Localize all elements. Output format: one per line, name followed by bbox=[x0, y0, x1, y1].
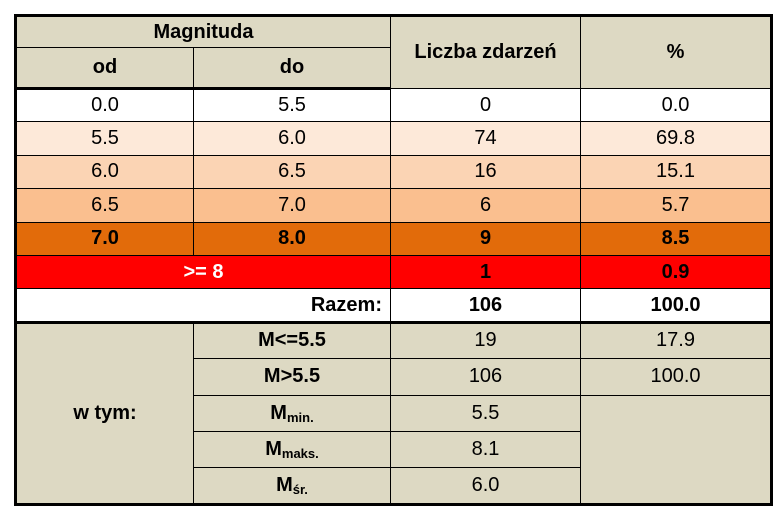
table-row: 6.0 6.5 16 15.1 bbox=[15, 154, 772, 190]
cell-from: 0.0 bbox=[15, 87, 194, 123]
table-row: 6.5 7.0 6 5.7 bbox=[15, 188, 772, 223]
subtotal-row: Mśr. 6.0 bbox=[16, 467, 772, 505]
table-row: 7.0 8.0 9 8.5 bbox=[15, 221, 772, 256]
cell-count: 1 bbox=[390, 254, 581, 290]
total-percent: 100.0 bbox=[580, 288, 772, 324]
cell-percent: 0.9 bbox=[580, 254, 772, 290]
subtotal-row: w tym: M<=5.5 19 17.9 bbox=[15, 321, 772, 506]
total-label: Razem: bbox=[15, 288, 391, 324]
cell-percent: 8.5 bbox=[580, 221, 772, 256]
cell-count: 16 bbox=[390, 154, 581, 190]
cell-from: 6.0 bbox=[15, 154, 194, 190]
table-row: 0.0 5.5 0 0.0 bbox=[15, 87, 772, 123]
cell-to: 6.5 bbox=[193, 154, 391, 190]
cell-to: 7.0 bbox=[193, 188, 391, 223]
header-percent: % bbox=[580, 15, 772, 89]
cell-percent: 0.0 bbox=[580, 87, 772, 123]
magnitude-table: Magnituda Liczba zdarzeń % od do 0.0 5.5… bbox=[14, 14, 773, 506]
mavg-label: Mśr. bbox=[193, 467, 391, 505]
header-from: od bbox=[15, 47, 194, 90]
table-row: 5.5 6.0 74 69.8 bbox=[15, 121, 772, 156]
cell-to: 8.0 bbox=[193, 221, 391, 256]
header-to: do bbox=[193, 47, 391, 90]
subtotal-row: M>5.5 106 100.0 bbox=[16, 358, 772, 396]
cell-count: 74 bbox=[390, 121, 581, 156]
le55-percent: 17.9 bbox=[580, 321, 772, 360]
total-count: 106 bbox=[390, 288, 581, 324]
cell-count: 0 bbox=[390, 87, 581, 123]
of-which-label: w tym: bbox=[15, 321, 194, 506]
cell-to: 6.0 bbox=[193, 121, 391, 156]
gt55-percent: 100.0 bbox=[580, 358, 772, 396]
subtotal-row: Mmin. 5.5 bbox=[16, 394, 772, 506]
header-count: Liczba zdarzeń bbox=[390, 15, 581, 89]
cell-percent: 5.7 bbox=[580, 188, 772, 223]
cell-count: 9 bbox=[390, 221, 581, 256]
cell-percent: 15.1 bbox=[580, 154, 772, 190]
total-row: Razem: 106 100.0 bbox=[15, 288, 772, 324]
table-row-ge8: >= 8 1 0.9 bbox=[15, 254, 772, 290]
mmax-value: 8.1 bbox=[390, 431, 581, 469]
le55-count: 19 bbox=[390, 321, 581, 360]
cell-count: 6 bbox=[390, 188, 581, 223]
header-magnitude: Magnituda bbox=[15, 14, 391, 49]
mmax-label: Mmaks. bbox=[193, 431, 391, 469]
empty-percent-cell bbox=[580, 394, 772, 506]
gt55-count: 106 bbox=[390, 358, 581, 396]
gt55-label: M>5.5 bbox=[193, 358, 391, 396]
mmin-label: Mmin. bbox=[193, 394, 391, 433]
cell-from: 6.5 bbox=[15, 188, 194, 223]
subtotal-row: Mmaks. 8.1 bbox=[16, 431, 772, 469]
cell-ge8-label: >= 8 bbox=[15, 254, 391, 290]
cell-from: 5.5 bbox=[15, 121, 194, 156]
le55-label: M<=5.5 bbox=[193, 321, 391, 360]
cell-to: 5.5 bbox=[193, 87, 391, 123]
mmin-value: 5.5 bbox=[390, 394, 581, 433]
mavg-value: 6.0 bbox=[390, 467, 581, 505]
cell-from: 7.0 bbox=[15, 221, 194, 256]
cell-percent: 69.8 bbox=[580, 121, 772, 156]
